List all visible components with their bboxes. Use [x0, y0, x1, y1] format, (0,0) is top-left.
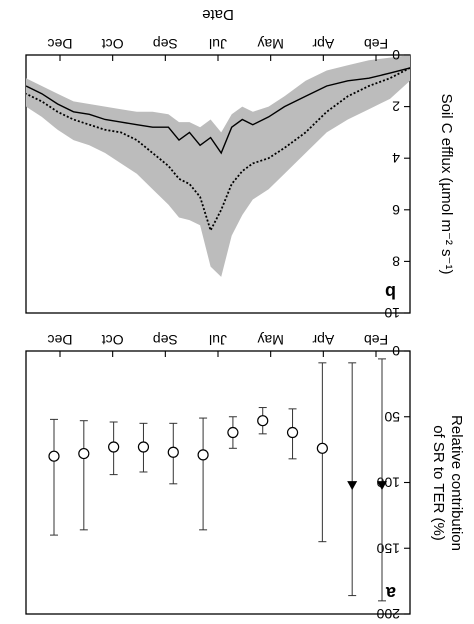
panel-a-marker-triangle — [377, 481, 387, 491]
panel-b-band — [26, 55, 410, 277]
panel-a-x-tick-label: Dec — [48, 332, 73, 348]
panel-a-letter: a — [385, 583, 396, 603]
panel-b-y-tick-label: 4 — [392, 150, 400, 166]
panel-a-marker-circle — [316, 442, 328, 454]
panel-b-y-tick-label: 0 — [392, 47, 400, 63]
panel-a-x-tick-label: Sep — [153, 332, 178, 348]
panel-a-marker-circle — [257, 415, 269, 427]
panel-b-letter: b — [385, 282, 396, 302]
panel-a-marker-circle — [137, 441, 150, 453]
panel-a-point — [227, 416, 239, 449]
panel-b-x-ticks: Feb Apr May Jul Sep Oct Dec — [48, 36, 388, 61]
panel-b-x-tick-label: Feb — [364, 36, 388, 52]
panel-b-ylabel: Soil C efflux (µmol m⁻² s⁻¹) — [438, 94, 455, 275]
panel-a-marker-circle — [197, 449, 209, 461]
panel-a-marker-circle — [78, 447, 90, 460]
panel-a-marker-circle — [167, 446, 179, 458]
panel-a-point — [137, 422, 150, 473]
panel-b-y-tick-label: 10 — [384, 305, 400, 321]
panel-a-point — [167, 422, 179, 485]
panel-b-line-solid — [25, 67, 411, 155]
panel-a-x-tick-label: Apr — [312, 332, 334, 348]
panel-a-y-tick-label: 200 — [376, 606, 400, 622]
panel-b-uncertainty-band — [26, 55, 410, 277]
panel-b-y-tick-label: 8 — [392, 253, 400, 269]
panel-a-marker-circle — [227, 426, 239, 439]
panel-a-ylabel-line2: of SR to TER (%) — [430, 425, 447, 541]
panel-b: b 0 2 4 6 8 10 Feb Apr May Jul Sep Oct Dec Date Soi… — [25, 6, 455, 321]
panel-a-marker-triangle — [347, 481, 358, 491]
panel-a-x-tick-label: May — [257, 332, 283, 348]
panel-b-x-tick-label: May — [257, 36, 283, 52]
panel-a-marker-circle — [108, 441, 120, 453]
panel-b-x-tick-label: Dec — [48, 36, 73, 52]
panel-a-y-tick-label: 150 — [376, 540, 400, 556]
panel-b-y-ticks: 0 2 4 6 8 10 — [384, 47, 410, 321]
panel-a-ylabel-line1: Relative contribution — [448, 415, 465, 551]
panel-b-x-tick-label: Jul — [209, 36, 227, 52]
panel-a-points — [48, 358, 387, 602]
panel-a-x-tick-label: Feb — [364, 332, 388, 348]
panel-a-point — [316, 362, 328, 543]
panel-a-marker-circle — [286, 426, 299, 439]
panel-a-marker-circle — [48, 450, 60, 462]
panel-b-x-tick-label: Oct — [102, 36, 124, 52]
panel-a-y-tick-label: 0 — [392, 343, 400, 359]
panel-b-x-tick-label: Sep — [153, 36, 178, 52]
panel-a-point — [257, 407, 269, 435]
panel-b-x-tick-label: Apr — [312, 36, 334, 52]
panel-a-y-tick-label: 50 — [384, 409, 400, 425]
panel-b-line-dotted — [25, 67, 411, 233]
panel-a-point — [347, 362, 358, 597]
panel-b-lines — [25, 67, 411, 233]
panel-a-point — [108, 421, 120, 476]
panel-a-point — [286, 408, 299, 460]
panel-b-y-tick-label: 2 — [392, 99, 400, 115]
panel-a-x-ticks: Feb Apr May Jul Sep Oct Dec — [48, 332, 388, 357]
panel-a-point — [377, 358, 387, 602]
panel-a-x-tick-label: Jul — [209, 332, 227, 348]
panel-a-point — [197, 417, 209, 531]
panel-b-y-tick-label: 6 — [392, 202, 400, 218]
panel-b-xlabel: Date — [202, 6, 234, 23]
panel-a-x-tick-label: Oct — [102, 332, 124, 348]
panel-a-point — [48, 418, 60, 536]
panel-a-point — [78, 420, 90, 531]
